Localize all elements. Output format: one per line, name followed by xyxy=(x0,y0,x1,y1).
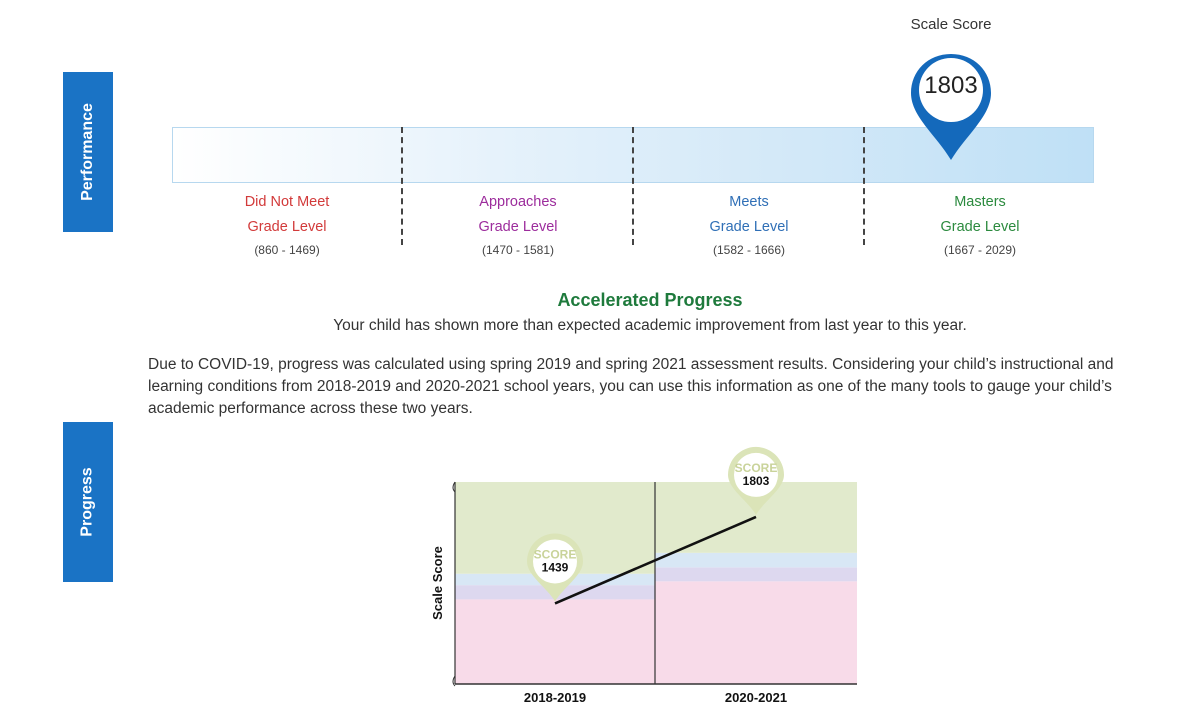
level-name-line1: Did Not Meet xyxy=(244,194,330,210)
level-name-line2: Grade Level xyxy=(940,219,1020,235)
pin-score-value: 1439 xyxy=(542,560,569,574)
covid-note: Due to COVID-19, progress was calculated… xyxy=(148,356,1114,417)
progress-title: Accelerated Progress xyxy=(557,290,743,310)
level-range: (1582 - 1666) xyxy=(712,243,786,257)
level-name-line2: Grade Level xyxy=(709,219,789,235)
score-marker-value: 1803 xyxy=(924,72,978,99)
level-range: (860 - 1469) xyxy=(254,243,320,257)
pin-face xyxy=(734,452,778,497)
level-did-not-meet: Did Not Meet Grade Level (860 - 1469) xyxy=(172,190,402,257)
score-trend-line xyxy=(554,515,757,605)
x-tick-label: 2020-2021 xyxy=(725,690,787,705)
pin-score-value: 1803 xyxy=(743,474,770,488)
progress-description: Your child has shown more than expected … xyxy=(333,317,967,334)
x-tick-label: 2018-2019 xyxy=(524,690,586,705)
level-name-line2: Grade Level xyxy=(247,219,327,235)
score-marker-pin: 1803 xyxy=(908,52,994,167)
level-masters: Masters Grade Level (1667 - 2029) xyxy=(865,190,1095,257)
scale-score-label: Scale Score xyxy=(910,16,992,33)
map-pin-icon xyxy=(911,54,991,160)
progress-chart: Scale Score 2018-2019 2020-2021 SCORE143… xyxy=(430,446,857,705)
level-meets: Meets Grade Level (1582 - 1666) xyxy=(634,190,864,257)
level-range: (1470 - 1581) xyxy=(481,243,555,257)
performance-tab: Performance xyxy=(63,72,113,232)
level-divider xyxy=(632,127,634,245)
pin-score-label: SCORE xyxy=(534,547,577,561)
level-divider xyxy=(863,127,865,245)
performance-band xyxy=(455,599,655,684)
y-axis-label: Scale Score xyxy=(430,546,445,620)
level-name-line2: Grade Level xyxy=(478,219,558,235)
level-name-line1: Masters xyxy=(954,194,1006,210)
level-approaches: Approaches Grade Level (1470 - 1581) xyxy=(403,190,633,257)
level-name-line1: Approaches xyxy=(479,194,557,210)
performance-tab-label: Performance xyxy=(79,103,97,201)
axis-break-icon xyxy=(452,481,456,687)
performance-band xyxy=(655,581,857,684)
pin-face xyxy=(533,539,577,584)
chart-bands xyxy=(455,482,857,684)
level-divider xyxy=(401,127,403,245)
pin-score-label: SCORE xyxy=(735,461,778,475)
progress-tab: Progress xyxy=(63,422,113,582)
performance-band xyxy=(655,552,857,568)
progress-tab-label: Progress xyxy=(79,467,96,537)
level-name-line1: Meets xyxy=(729,194,769,210)
performance-band xyxy=(655,567,857,582)
level-range: (1667 - 2029) xyxy=(943,243,1017,257)
